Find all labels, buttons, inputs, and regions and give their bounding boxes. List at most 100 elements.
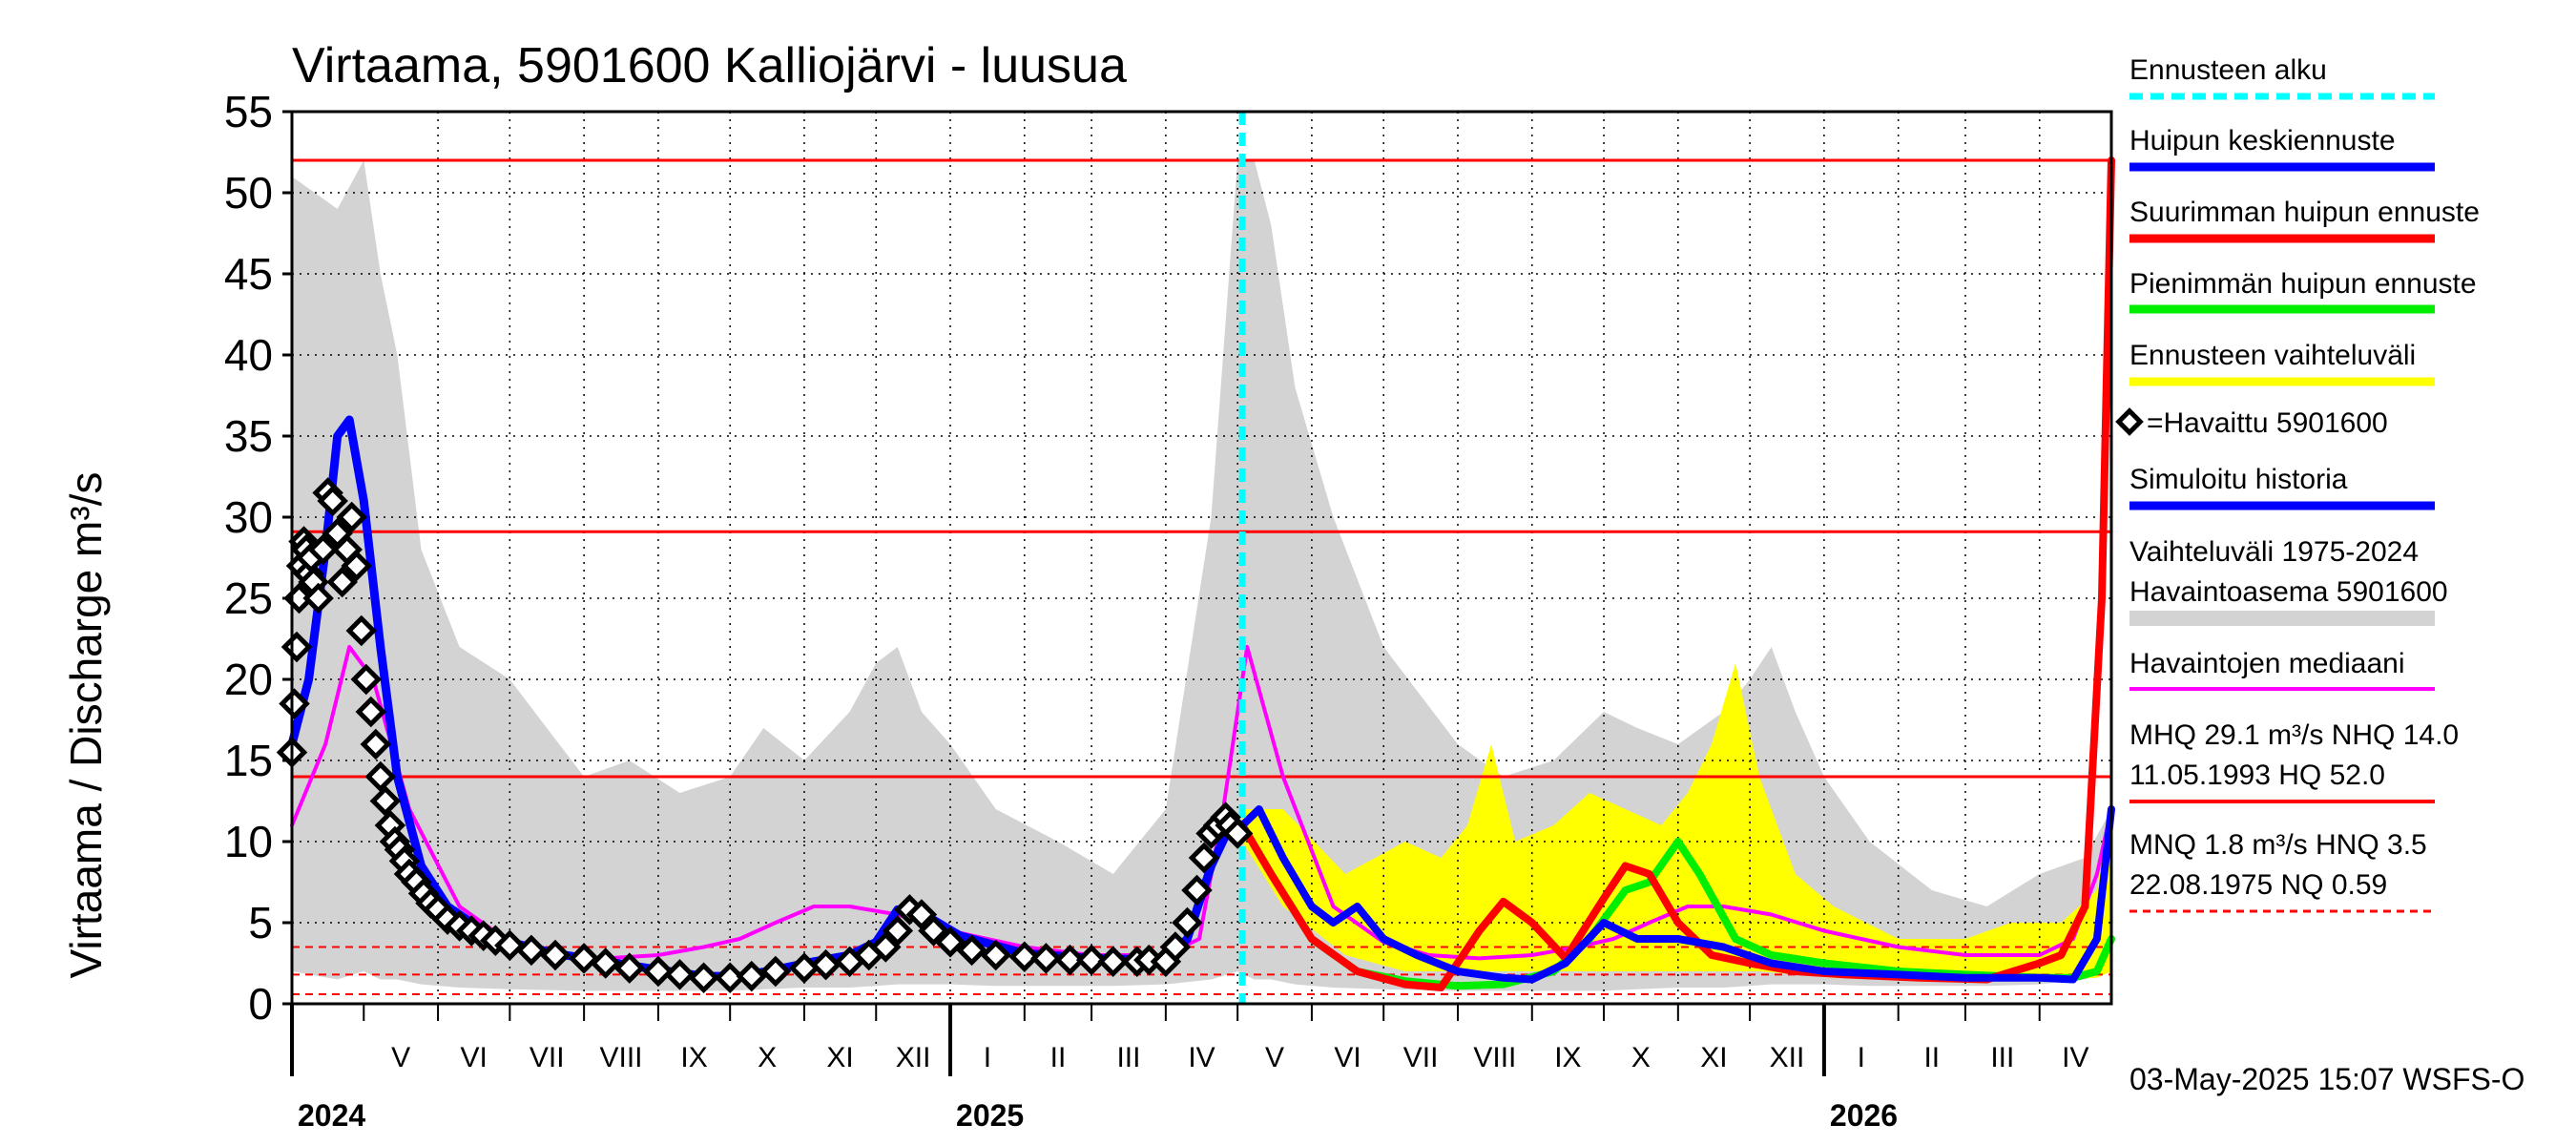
legend-observed-label: =Havaittu 5901600 (2147, 407, 2388, 439)
observed-point (759, 955, 792, 988)
observed-point (613, 952, 646, 984)
observed-point (590, 947, 621, 979)
chart-title: Virtaama, 5901600 Kalliojärvi - luusua (292, 38, 1127, 94)
y-tick-label: 15 (224, 736, 273, 785)
legend-forecast-start-label: Ennusteen alku (2129, 54, 2327, 86)
observed-point (642, 955, 675, 988)
mean-forecast-line (1238, 805, 2115, 984)
historical-range-band (292, 160, 2111, 991)
legend-range-line2: Havaintoasema 5901600 (2129, 576, 2448, 608)
range-bands (292, 160, 2111, 991)
month-label: XII (1770, 1042, 1805, 1073)
observed-point (302, 582, 334, 614)
legend-observed-marker (2115, 407, 2144, 436)
month-label: II (1050, 1042, 1067, 1073)
observed-point (279, 688, 310, 719)
observed-point (307, 533, 339, 566)
x-axis: V VI VII VIII IX X XI XII I II III IV V VI VII VIII IX X X… (290, 1004, 2089, 1133)
month-label: IV (1188, 1042, 1215, 1073)
legend-mean-forecast-label: Huipun keskiennuste (2129, 125, 2396, 156)
observed-point (1188, 842, 1220, 874)
observed-point (736, 960, 768, 992)
month-label: XII (896, 1042, 931, 1073)
plot-area (276, 110, 2115, 1006)
y-tick-label: 45 (224, 249, 273, 299)
observed-point (568, 943, 600, 974)
month-label: XI (826, 1042, 853, 1073)
y-tick-label: 55 (224, 87, 273, 136)
observed-point (870, 931, 902, 963)
legend-range-line1: Vaihteluväli 1975-2024 (2129, 536, 2419, 568)
plot-frame (290, 110, 2113, 1006)
observed-point (539, 939, 571, 971)
observed-point (882, 915, 914, 947)
month-label: VII (530, 1042, 565, 1073)
observed-point (326, 566, 358, 598)
observed-point (336, 501, 367, 533)
y-tick-label: 5 (248, 898, 273, 947)
month-label: VIII (1473, 1042, 1516, 1073)
observed-point (905, 899, 938, 930)
month-label: III (1990, 1042, 2014, 1073)
month-label: X (758, 1042, 777, 1073)
y-tick-label: 50 (224, 168, 273, 218)
y-axis-label: Virtaama / Discharge m³/s (61, 472, 111, 979)
observed-point (1054, 944, 1086, 976)
observed-point (350, 663, 383, 696)
observed-point (714, 962, 746, 994)
observed-point (364, 760, 397, 793)
month-label: X (1631, 1042, 1651, 1073)
month-label: V (1265, 1042, 1284, 1073)
y-tick-label: 0 (248, 979, 273, 1029)
legend: Ennusteen alku Huipun keskiennuste Suuri… (2115, 54, 2480, 913)
y-tick-label: 25 (224, 573, 273, 623)
observed-point (918, 915, 949, 947)
y-tick-label: 20 (224, 655, 273, 704)
legend-stats-line1: MHQ 29.1 m³/s NHQ 14.0 (2129, 719, 2459, 751)
forecast-range-band (1242, 663, 2111, 980)
month-label: II (1923, 1042, 1940, 1073)
month-label: I (984, 1042, 991, 1073)
y-tick-label: 40 (224, 330, 273, 380)
observed-point (494, 929, 526, 962)
observed-point (355, 696, 387, 728)
observed-point (1221, 818, 1254, 849)
legend-stats-line3: MNQ 1.8 m³/s HNQ 3.5 (2129, 829, 2427, 861)
observed-point (1008, 941, 1041, 972)
year-label: 2024 (298, 1098, 365, 1133)
observed-point (341, 550, 372, 582)
month-label: V (391, 1042, 410, 1073)
observed-point (1075, 944, 1108, 976)
y-tick-label: 35 (224, 411, 273, 461)
legend-max-forecast-label: Suurimman huipun ennuste (2129, 197, 2480, 228)
y-axis: 0 5 10 15 20 25 30 35 40 45 50 55 (224, 87, 292, 1029)
observed-point (317, 485, 348, 517)
observed-point (788, 952, 821, 984)
month-label: IX (1554, 1042, 1581, 1073)
observed-point (688, 962, 719, 994)
observed-point (1181, 874, 1213, 906)
month-label: I (1858, 1042, 1865, 1073)
month-label: IX (680, 1042, 707, 1073)
y-tick-label: 30 (224, 492, 273, 542)
month-label: VII (1403, 1042, 1439, 1073)
observed-point (980, 939, 1011, 971)
observed-point (810, 948, 841, 981)
y-tick-label: 10 (224, 817, 273, 866)
legend-stats-line4: 22.08.1975 NQ 0.59 (2129, 869, 2387, 901)
max-peak-forecast-line (1238, 156, 2115, 991)
month-label: VIII (600, 1042, 643, 1073)
observed-point (1097, 946, 1129, 978)
observed-point (1172, 906, 1203, 939)
legend-median-label: Havaintojen mediaani (2129, 648, 2405, 679)
legend-simulated-label: Simuloitu historia (2129, 464, 2348, 495)
month-label: XI (1700, 1042, 1727, 1073)
observed-point (956, 934, 987, 967)
legend-min-forecast-label: Pienimmän huipun ennuste (2129, 268, 2477, 300)
year-label: 2026 (1830, 1098, 1898, 1133)
month-label: IV (2062, 1042, 2088, 1073)
observed-point (934, 926, 966, 958)
legend-forecast-range-label: Ennusteen vaihteluväli (2129, 340, 2416, 371)
observed-point (1159, 931, 1192, 963)
